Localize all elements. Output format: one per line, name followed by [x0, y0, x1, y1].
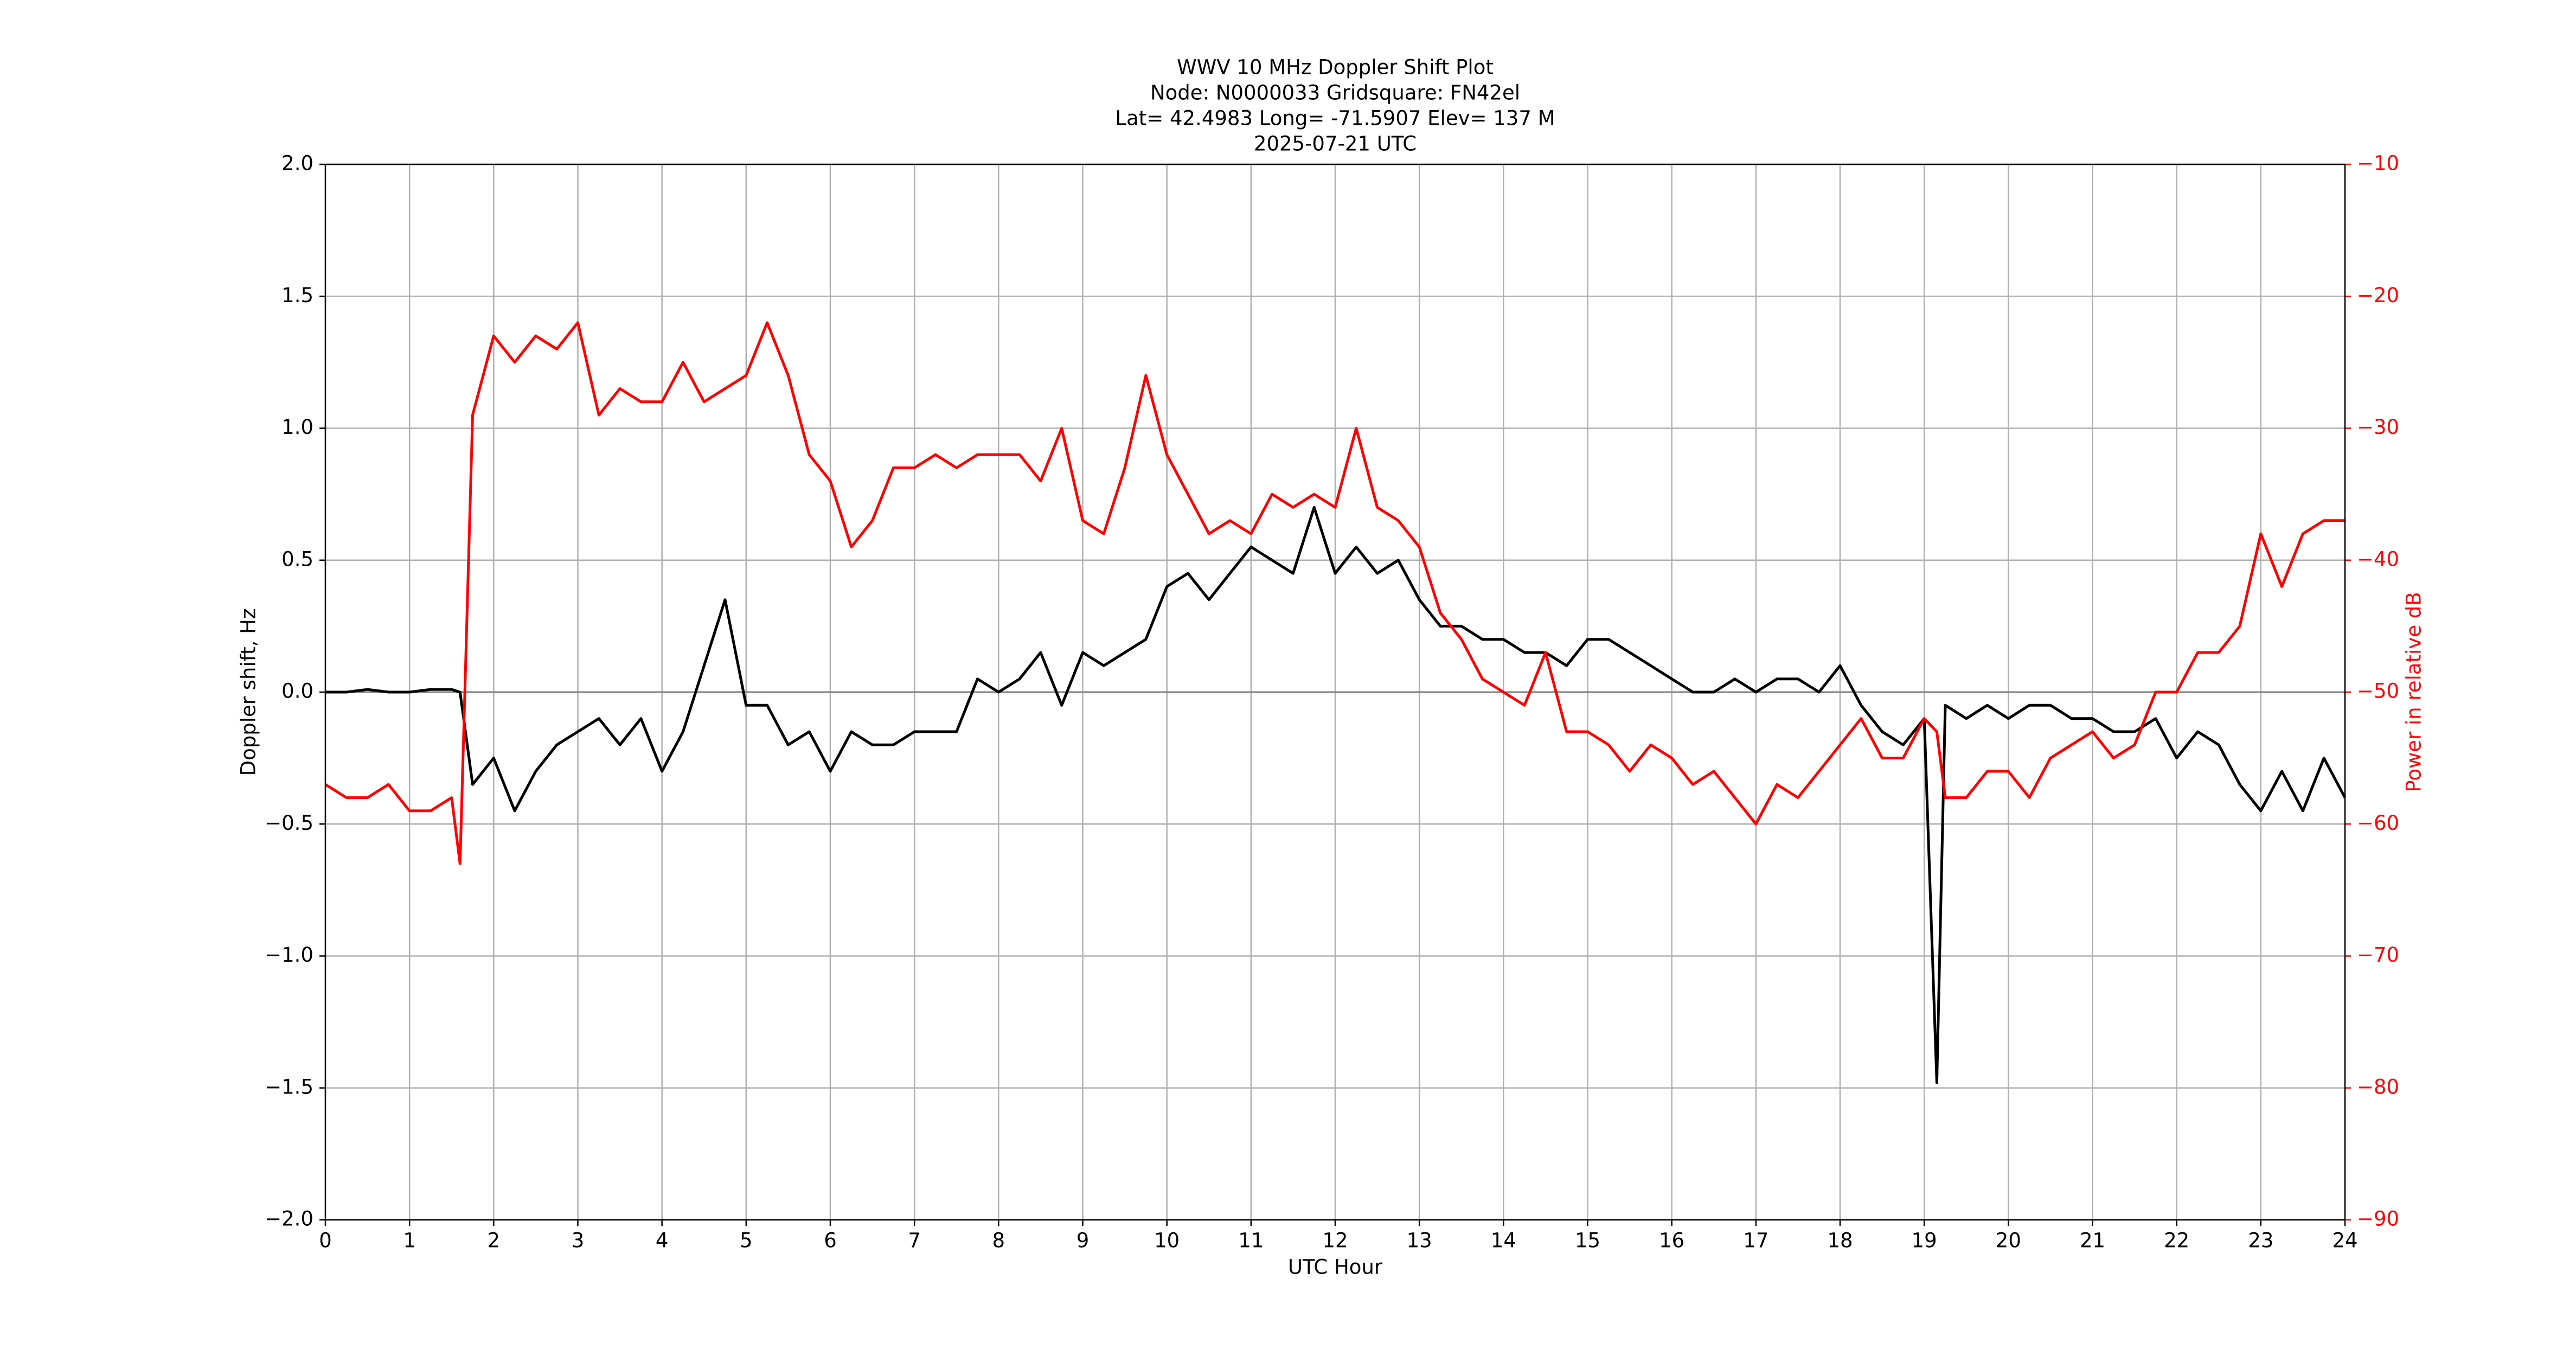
y2-tick-label: −60: [2357, 811, 2399, 835]
x-tick-label: 9: [1076, 1229, 1090, 1252]
y2-tick-label: −50: [2357, 680, 2399, 703]
x-tick-label: 6: [824, 1229, 837, 1252]
y-tick-label: 1.0: [281, 415, 313, 439]
y-tick-label: 0.5: [281, 547, 313, 571]
y2-tick-label: −20: [2357, 284, 2399, 307]
y-tick-label: 1.5: [281, 284, 313, 307]
y-axis-label: Doppler shift, Hz: [237, 609, 260, 776]
x-tick-label: 19: [1912, 1229, 1937, 1252]
x-tick-label: 24: [2332, 1229, 2357, 1252]
chart-title: Node: N0000033 Gridsquare: FN42el: [1150, 81, 1520, 105]
y2-tick-label: −80: [2357, 1075, 2399, 1098]
y-tick-label: −1.0: [265, 943, 313, 967]
x-tick-label: 4: [656, 1229, 669, 1252]
x-tick-label: 16: [1659, 1229, 1684, 1252]
x-tick-label: 7: [908, 1229, 921, 1252]
y-tick-label: −0.5: [265, 811, 313, 835]
x-tick-label: 22: [2164, 1229, 2189, 1252]
chart-title: 2025-07-21 UTC: [1254, 132, 1417, 156]
y2-tick-label: −30: [2357, 415, 2399, 439]
y2-tick-label: −10: [2357, 152, 2399, 175]
x-tick-label: 20: [1996, 1229, 2021, 1252]
x-tick-label: 18: [1827, 1229, 1853, 1252]
chart-title: WWV 10 MHz Doppler Shift Plot: [1177, 56, 1494, 79]
x-tick-label: 17: [1743, 1229, 1768, 1252]
x-tick-label: 13: [1407, 1229, 1432, 1252]
x-tick-label: 8: [992, 1229, 1005, 1252]
x-tick-label: 23: [2248, 1229, 2273, 1252]
y-tick-label: 0.0: [281, 680, 313, 703]
chart-title: Lat= 42.4983 Long= -71.5907 Elev= 137 M: [1115, 107, 1555, 130]
x-tick-label: 21: [2080, 1229, 2105, 1252]
x-tick-label: 14: [1491, 1229, 1516, 1252]
x-tick-label: 5: [740, 1229, 753, 1252]
x-tick-label: 15: [1575, 1229, 1600, 1252]
y-tick-label: −2.0: [265, 1207, 313, 1231]
series-line: [324, 321, 2345, 865]
x-tick-label: 1: [403, 1229, 416, 1252]
y2-tick-label: −90: [2357, 1207, 2399, 1231]
x-axis-label: UTC Hour: [1288, 1256, 1383, 1279]
x-tick-label: 11: [1238, 1229, 1264, 1252]
y2-axis-label: Power in relative dB: [2402, 592, 2426, 792]
y-tick-label: −1.5: [265, 1075, 313, 1098]
x-tick-label: 12: [1322, 1229, 1348, 1252]
y2-tick-label: −40: [2357, 547, 2399, 571]
x-tick-label: 2: [488, 1229, 501, 1252]
x-tick-label: 10: [1154, 1229, 1180, 1252]
y-tick-label: 2.0: [281, 152, 313, 175]
y2-tick-label: −70: [2357, 943, 2399, 967]
x-tick-label: 3: [572, 1229, 585, 1252]
x-tick-label: 0: [319, 1229, 332, 1252]
series-line: [325, 506, 2347, 1084]
